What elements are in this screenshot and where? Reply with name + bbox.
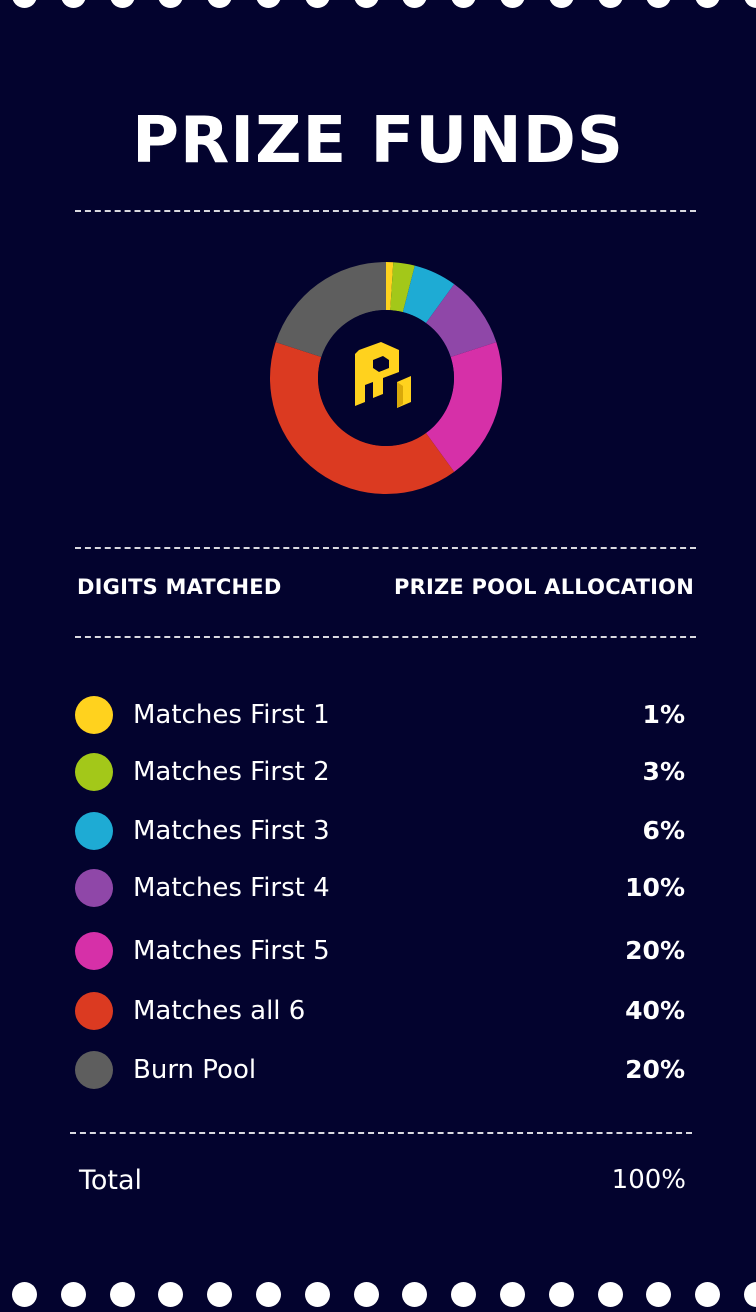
- donut-slice-3: [402, 265, 455, 323]
- row-label: Matches First 4: [133, 873, 330, 903]
- donut-slice-1: [386, 262, 394, 311]
- row-label: Burn Pool: [133, 1055, 257, 1085]
- ticket-perforation-bottom: [0, 1282, 756, 1312]
- donut-svg: [269, 262, 502, 495]
- ticket-perforation-top: [0, 0, 756, 13]
- donut-slice-5: [425, 342, 502, 472]
- divider: [75, 636, 696, 638]
- perforation-dot: [158, 0, 184, 8]
- perforation-dot: [597, 0, 623, 8]
- perforation-dot: [402, 0, 428, 8]
- row-value: 1%: [642, 700, 685, 729]
- list-item: Burn Pool 20%: [75, 1050, 685, 1090]
- perforation-dot: [646, 0, 672, 8]
- list-item: Matches First 3 6%: [75, 811, 685, 851]
- color-swatch: [75, 932, 113, 970]
- perforation-dot: [256, 0, 281, 8]
- perforation-dot: [353, 0, 379, 8]
- donut-slice-6: [269, 342, 455, 495]
- color-swatch: [75, 696, 113, 734]
- row-label: Matches all 6: [133, 996, 306, 1026]
- list-item: Matches First 1 1%: [75, 695, 685, 735]
- perforation-dot: [451, 0, 477, 8]
- perforation-dot: [500, 0, 525, 8]
- color-swatch: [75, 812, 113, 850]
- row-value: 3%: [642, 757, 685, 786]
- perforation-dot: [695, 0, 721, 8]
- perforation-dot: [207, 0, 233, 8]
- row-label: Matches First 3: [133, 816, 330, 846]
- total-label: Total: [79, 1165, 143, 1196]
- perforation-dot: [60, 0, 86, 8]
- donut-hole: [318, 310, 454, 446]
- list-item: Matches First 2 3%: [75, 752, 685, 792]
- perforation-dot: [548, 0, 574, 8]
- row-label: Matches First 1: [133, 700, 330, 730]
- donut-slice-4: [425, 284, 497, 357]
- divider: [70, 1132, 692, 1134]
- donut-slice-2: [390, 262, 415, 313]
- column-header-digits: DIGITS MATCHED: [77, 575, 282, 599]
- divider: [75, 210, 696, 212]
- list-item: Matches First 5 20%: [75, 931, 685, 971]
- prize-donut-chart: [268, 260, 504, 496]
- perforation-dot: [12, 0, 37, 8]
- row-value: 40%: [625, 996, 685, 1025]
- perforation-dot: [109, 0, 135, 8]
- logo-icon: [355, 342, 411, 408]
- column-header-allocation: PRIZE POOL ALLOCATION: [394, 575, 694, 599]
- color-swatch: [75, 1051, 113, 1089]
- perforation-dot: [304, 0, 330, 8]
- row-value: 20%: [625, 936, 685, 965]
- row-label: Matches First 2: [133, 757, 330, 787]
- color-swatch: [75, 992, 113, 1030]
- divider: [75, 547, 696, 549]
- donut-slice-7: [275, 262, 386, 357]
- color-swatch: [75, 753, 113, 791]
- list-item: Matches all 6 40%: [75, 991, 685, 1031]
- perforation-dot: [744, 0, 756, 8]
- row-value: 6%: [642, 816, 685, 845]
- row-value: 10%: [625, 873, 685, 902]
- row-value: 20%: [625, 1055, 685, 1084]
- row-label: Matches First 5: [133, 936, 330, 966]
- list-item: Matches First 4 10%: [75, 868, 685, 908]
- page-title: PRIZE FUNDS: [132, 104, 624, 178]
- total-value: 100%: [611, 1165, 686, 1195]
- color-swatch: [75, 869, 113, 907]
